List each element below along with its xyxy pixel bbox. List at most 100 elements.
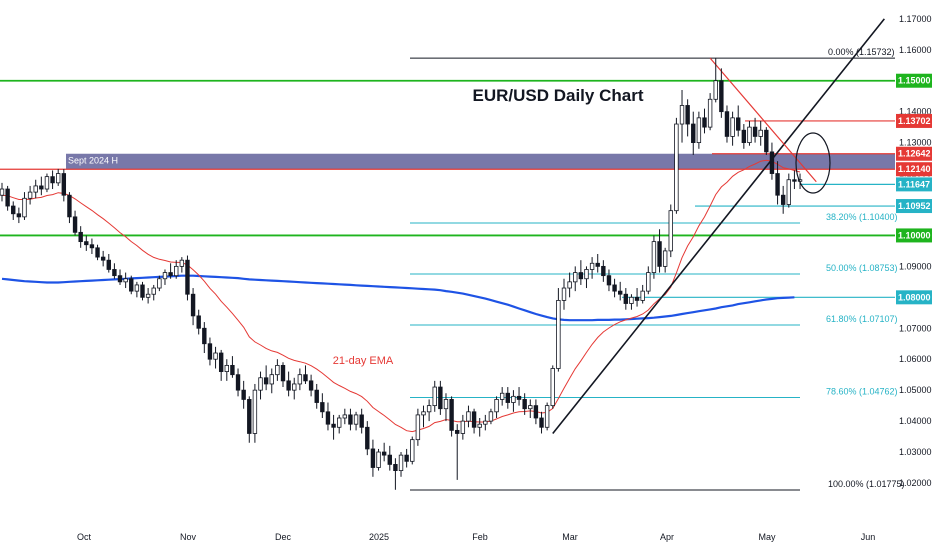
candle xyxy=(651,241,657,273)
candle xyxy=(123,278,128,283)
price-level-label: 1.11647 xyxy=(898,179,930,189)
candle xyxy=(764,129,769,153)
candle xyxy=(421,411,426,416)
y-tick-label: 1.09000 xyxy=(899,261,932,271)
candle xyxy=(567,281,572,289)
candle xyxy=(477,423,482,428)
price-level-badge xyxy=(896,73,932,88)
candle xyxy=(584,269,589,280)
candle xyxy=(376,451,381,468)
candle xyxy=(89,244,95,249)
candle xyxy=(325,411,331,425)
candle xyxy=(145,293,151,298)
candle xyxy=(286,380,291,391)
candle xyxy=(320,402,325,413)
candle xyxy=(84,241,89,246)
candle xyxy=(730,117,735,137)
y-tick-label: 1.03000 xyxy=(899,447,932,457)
candle xyxy=(336,417,342,428)
candle xyxy=(44,176,50,190)
candle xyxy=(578,272,584,280)
candle xyxy=(213,352,218,360)
candle xyxy=(466,411,471,422)
chart-title: EUR/USD Daily Chart xyxy=(473,86,644,105)
price-level-badge xyxy=(896,199,932,214)
candle xyxy=(241,389,246,400)
candle xyxy=(769,151,775,174)
candle xyxy=(612,284,617,292)
candle xyxy=(618,290,623,295)
candle xyxy=(426,405,432,413)
candle xyxy=(707,98,713,128)
candle xyxy=(634,296,640,301)
x-tick-label: 2025 xyxy=(369,532,389,542)
candle xyxy=(747,126,752,144)
candle xyxy=(202,327,207,345)
downtrend-line xyxy=(709,57,817,183)
candle xyxy=(0,188,5,196)
candle xyxy=(185,259,190,295)
annotation-circle xyxy=(795,132,831,194)
candle xyxy=(679,105,685,125)
ema-line xyxy=(1,159,801,433)
candle xyxy=(218,352,224,372)
candle xyxy=(179,259,185,267)
y-tick-label: 1.02000 xyxy=(899,478,932,488)
candle xyxy=(22,197,27,218)
candle xyxy=(157,278,162,289)
candle xyxy=(117,275,123,283)
candle xyxy=(404,454,409,462)
candle xyxy=(263,377,269,385)
candle xyxy=(365,426,370,450)
candle xyxy=(168,272,173,277)
candle xyxy=(455,429,460,434)
candle xyxy=(275,364,280,376)
candle xyxy=(78,231,83,243)
x-tick-label: Nov xyxy=(180,532,197,542)
candle xyxy=(280,364,286,382)
candle xyxy=(702,117,707,128)
candle xyxy=(674,123,679,212)
candle xyxy=(483,420,488,425)
candle xyxy=(230,364,235,376)
candle xyxy=(387,454,392,465)
candle xyxy=(511,395,516,403)
x-tick-label: Apr xyxy=(660,532,674,542)
candle xyxy=(303,374,308,382)
candle xyxy=(269,374,274,385)
candle xyxy=(162,272,168,280)
candle xyxy=(713,80,718,100)
price-level-badge xyxy=(896,162,932,177)
candle xyxy=(432,386,437,407)
candle xyxy=(292,383,297,391)
candle xyxy=(775,173,780,196)
candle xyxy=(235,374,241,391)
price-level-label: 1.15000 xyxy=(898,76,931,86)
candle xyxy=(27,191,33,199)
candle xyxy=(247,399,252,434)
candle xyxy=(516,395,522,400)
candle xyxy=(61,173,67,196)
candle xyxy=(129,278,134,292)
uptrend-line xyxy=(552,18,885,434)
candle xyxy=(685,105,690,125)
candle xyxy=(342,414,348,419)
candle xyxy=(606,275,612,286)
candle xyxy=(438,386,443,410)
candle xyxy=(151,287,156,295)
candle xyxy=(410,439,415,462)
fib-label: 38.20% (1.10400) xyxy=(826,212,898,222)
candle xyxy=(134,284,140,292)
candle xyxy=(207,343,213,360)
candle xyxy=(792,179,797,182)
fib-label: 61.80% (1.07107) xyxy=(826,314,898,324)
candle xyxy=(331,423,336,428)
candle xyxy=(443,399,449,410)
y-tick-label: 1.16000 xyxy=(899,45,932,55)
candle xyxy=(758,129,763,137)
candle xyxy=(550,368,555,407)
candle xyxy=(190,293,196,317)
candle xyxy=(106,259,111,270)
